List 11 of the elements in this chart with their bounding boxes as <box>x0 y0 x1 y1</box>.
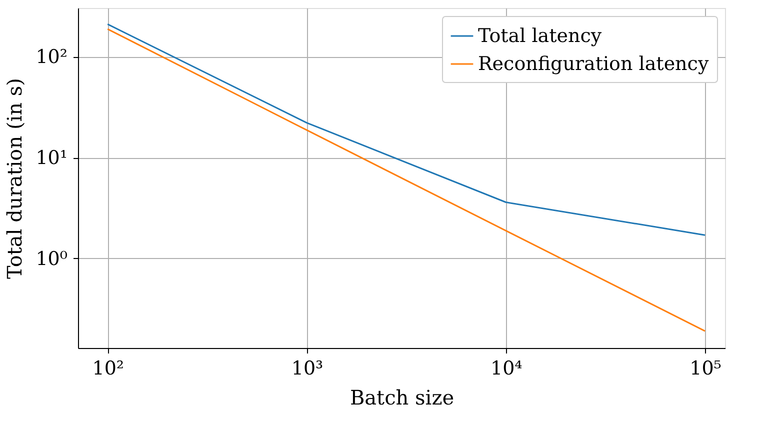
x-axis-title: Batch size <box>350 386 454 410</box>
x-tick-label: 10² <box>92 358 124 380</box>
x-tick-label: 10³ <box>291 358 324 380</box>
legend-label: Reconfiguration latency <box>478 53 709 75</box>
y-tick-label: 10¹ <box>36 147 68 170</box>
x-tick-label: 10⁴ <box>490 358 523 380</box>
y-tick-label: 10⁰ <box>36 248 68 270</box>
legend-label: Total latency <box>478 25 602 47</box>
x-tick-label: 10⁵ <box>690 358 722 380</box>
y-axis-title: Total duration (in s) <box>2 78 27 279</box>
y-tick-label: 10² <box>36 46 68 68</box>
